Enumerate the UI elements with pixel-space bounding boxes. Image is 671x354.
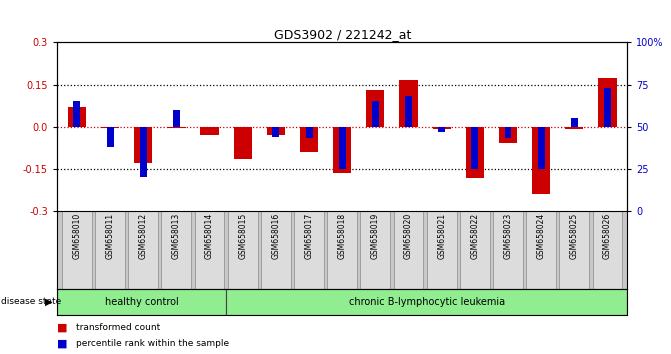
Bar [267, 127, 285, 135]
Bar [604, 88, 611, 127]
Bar [571, 118, 578, 127]
Text: GDS3902 / 221242_at: GDS3902 / 221242_at [274, 28, 411, 41]
Text: GSM658022: GSM658022 [470, 213, 479, 259]
Text: disease state: disease state [1, 297, 61, 306]
Bar [73, 101, 81, 127]
Bar [360, 211, 391, 289]
Bar [234, 127, 252, 159]
Bar [167, 127, 185, 128]
Bar [294, 211, 324, 289]
Bar [493, 211, 523, 289]
Text: chronic B-lymphocytic leukemia: chronic B-lymphocytic leukemia [349, 297, 505, 307]
Bar [399, 80, 417, 127]
Bar [433, 127, 451, 129]
Text: GSM658017: GSM658017 [305, 213, 313, 259]
Bar [107, 127, 113, 147]
Text: transformed count: transformed count [76, 323, 160, 332]
Bar [57, 289, 226, 315]
Bar [505, 127, 511, 138]
Bar [394, 211, 423, 289]
Bar [339, 127, 346, 169]
Bar [372, 101, 379, 127]
Bar [405, 96, 412, 127]
Bar [173, 110, 180, 127]
Bar [201, 127, 219, 135]
Text: ■: ■ [57, 322, 68, 332]
Bar [300, 127, 318, 152]
Text: GSM658011: GSM658011 [105, 213, 115, 259]
Bar [195, 211, 225, 289]
Bar [592, 211, 623, 289]
Text: GSM658012: GSM658012 [139, 213, 148, 259]
Bar [438, 127, 445, 132]
Text: GSM658010: GSM658010 [72, 213, 81, 259]
Bar [472, 127, 478, 169]
Bar [499, 127, 517, 143]
Text: GSM658023: GSM658023 [503, 213, 513, 259]
Text: GSM658025: GSM658025 [570, 213, 579, 259]
Text: GSM658021: GSM658021 [437, 213, 446, 259]
Bar [162, 211, 191, 289]
Bar [466, 127, 484, 178]
Bar [599, 78, 617, 127]
Text: GSM658020: GSM658020 [404, 213, 413, 259]
Bar [333, 127, 352, 173]
Bar [460, 211, 490, 289]
Bar [427, 211, 456, 289]
Text: GSM658026: GSM658026 [603, 213, 612, 259]
Bar [228, 211, 258, 289]
Bar [68, 107, 86, 127]
Bar [62, 211, 92, 289]
Bar [140, 127, 147, 177]
Bar [532, 127, 550, 194]
Text: ▶: ▶ [45, 297, 53, 307]
Bar [226, 289, 627, 315]
Bar [128, 211, 158, 289]
Text: GSM658019: GSM658019 [371, 213, 380, 259]
Bar [101, 127, 119, 128]
Text: GSM658014: GSM658014 [205, 213, 214, 259]
Bar [560, 211, 589, 289]
Text: GSM658016: GSM658016 [271, 213, 280, 259]
Bar [305, 127, 313, 138]
Bar [134, 127, 152, 163]
Bar [261, 211, 291, 289]
Bar [272, 127, 279, 137]
Text: GSM658015: GSM658015 [238, 213, 247, 259]
Text: GSM658024: GSM658024 [537, 213, 546, 259]
Text: percentile rank within the sample: percentile rank within the sample [76, 339, 229, 348]
Bar [565, 127, 584, 129]
Text: GSM658018: GSM658018 [338, 213, 347, 259]
Bar [366, 90, 384, 127]
Bar [327, 211, 357, 289]
Text: healthy control: healthy control [105, 297, 178, 307]
Bar [526, 211, 556, 289]
Bar [537, 127, 545, 169]
Bar [95, 211, 125, 289]
Text: ■: ■ [57, 338, 68, 348]
Text: GSM658013: GSM658013 [172, 213, 181, 259]
